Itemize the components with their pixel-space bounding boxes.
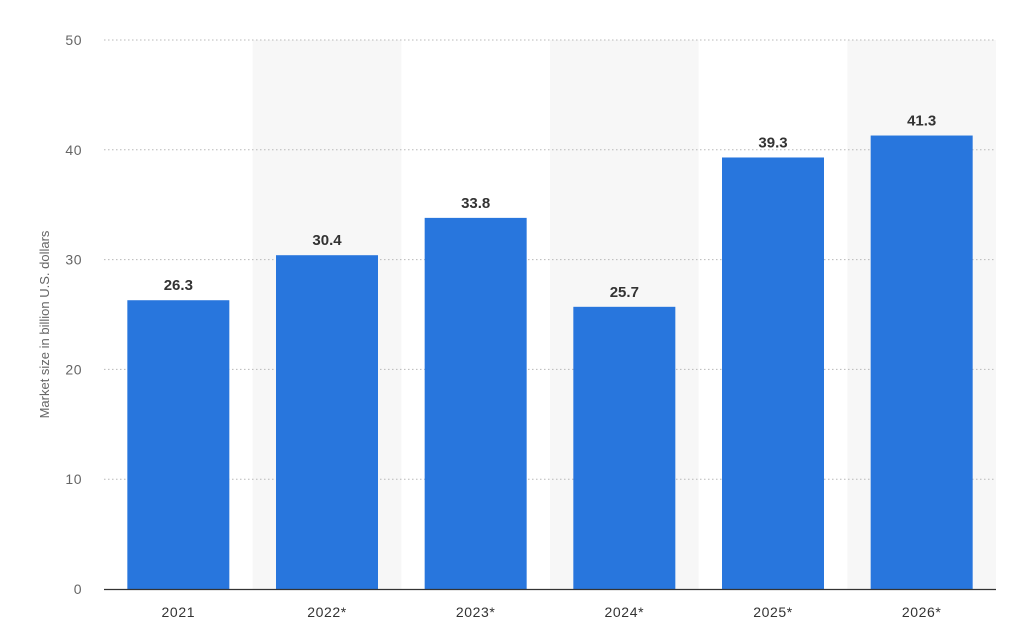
x-axis-tick-labels: 2021 2022* 2023* 2024* 2025* 2026* [162, 604, 942, 620]
bar[interactable] [722, 157, 824, 589]
bar-value-label: 33.8 [461, 195, 490, 212]
bar-value-label: 26.3 [164, 277, 193, 294]
bar[interactable] [276, 255, 378, 589]
y-axis-title: Market size in billion U.S. dollars [37, 230, 52, 418]
y-tick-label: 40 [65, 142, 82, 158]
bar-value-label: 30.4 [312, 232, 342, 249]
y-tick-label: 30 [65, 252, 82, 268]
x-tick-label: 2025* [753, 604, 793, 620]
bar[interactable] [870, 135, 973, 589]
y-gridlines [104, 39, 996, 480]
bar[interactable] [424, 217, 527, 589]
x-tick-label: 2024* [605, 604, 645, 620]
bar-value-label: 25.7 [610, 284, 639, 301]
y-tick-label: 20 [65, 361, 82, 377]
x-tick-label: 2021 [162, 604, 196, 620]
y-tick-label: 50 [65, 32, 82, 48]
bar-value-labels: 26.3 30.4 33.8 25.7 39.3 41.3 [164, 113, 937, 301]
y-axis-tick-labels: 0 10 20 30 40 50 [65, 32, 82, 597]
bar-series [127, 135, 973, 589]
bar-value-label: 39.3 [758, 134, 787, 151]
y-tick-label: 10 [65, 471, 82, 487]
bar-value-label: 41.3 [907, 113, 936, 130]
y-tick-label: 0 [74, 581, 82, 597]
bar[interactable] [573, 306, 676, 589]
bar[interactable] [127, 300, 230, 589]
x-tick-label: 2022* [307, 604, 347, 620]
x-tick-label: 2026* [902, 604, 942, 620]
x-tick-label: 2023* [456, 604, 496, 620]
